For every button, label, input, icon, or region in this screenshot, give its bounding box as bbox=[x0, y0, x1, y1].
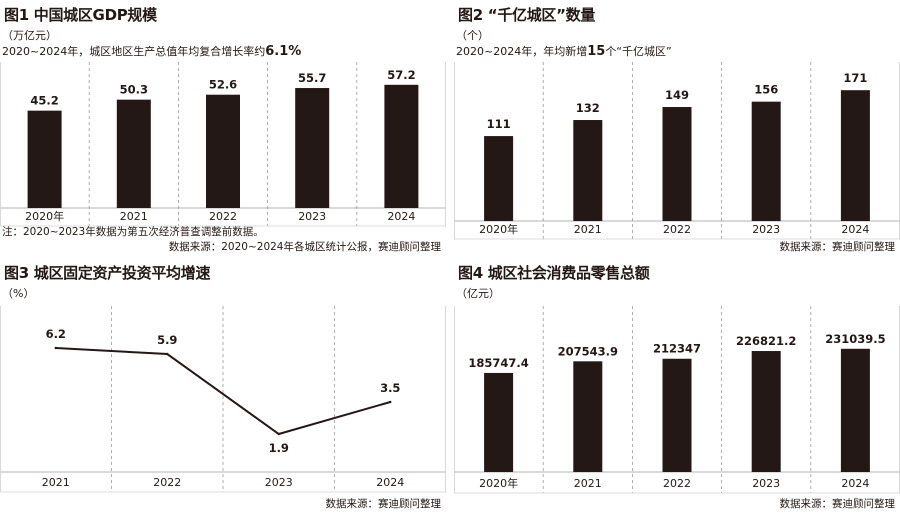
subtitle-text: 2020~2024年，城区地区生产总值年均复合增长率约 bbox=[2, 45, 266, 58]
x-tick-label: 2023 bbox=[752, 477, 780, 490]
chart-subtitle: 2020~2024年，城区地区生产总值年均复合增长率约6.1% bbox=[2, 43, 301, 59]
x-tick-label: 2024 bbox=[376, 476, 404, 489]
subtitle-text: 2020~2024年，年均新增 bbox=[456, 45, 588, 58]
data-label: 226821.2 bbox=[736, 334, 796, 348]
bar bbox=[751, 101, 781, 221]
bar bbox=[573, 361, 603, 472]
data-label: 55.7 bbox=[298, 71, 326, 85]
chart-source: 数据来源：赛迪顾问整理 bbox=[779, 241, 896, 253]
bar bbox=[484, 372, 514, 472]
bar bbox=[662, 107, 692, 221]
chart-panel-gdp: 图1 中国城区GDP规模 （万亿元） 2020~2024年，城区地区生产总值年均… bbox=[0, 0, 446, 257]
data-label: 52.6 bbox=[209, 78, 237, 92]
x-tick-label: 2021 bbox=[574, 223, 602, 236]
chart-source: 数据来源：2020~2024年各城区统计公报，赛迪顾问整理 bbox=[168, 241, 441, 253]
x-tick-label: 2021 bbox=[120, 210, 148, 223]
investment-line-chart: 2021 2022 2023 2024 6.2 5.9 1.9 3.5 bbox=[0, 306, 446, 493]
bar bbox=[116, 99, 151, 208]
data-label: 45.2 bbox=[30, 94, 58, 108]
bar bbox=[484, 136, 514, 221]
subtitle-suffix: 个“千亿城区” bbox=[605, 45, 672, 58]
bar bbox=[662, 358, 692, 472]
data-label: 185747.4 bbox=[468, 356, 528, 370]
subtitle-highlight: 15 bbox=[587, 44, 606, 59]
data-label: 132 bbox=[576, 101, 600, 115]
chart-subtitle: 2020~2024年，年均新增15个“千亿城区” bbox=[456, 43, 672, 59]
x-tick-label: 2022 bbox=[663, 223, 691, 236]
data-label: 50.3 bbox=[120, 83, 148, 97]
x-tick-label: 2022 bbox=[663, 477, 691, 490]
x-tick-label: 2022 bbox=[153, 476, 181, 489]
x-tick-label: 2024 bbox=[841, 223, 869, 236]
retail-bar-chart: 2020年 2021 2022 2023 2024 185747.4 207543.9 212… bbox=[454, 306, 900, 494]
bar bbox=[573, 120, 603, 221]
series-line bbox=[55, 347, 391, 436]
data-label: 3.5 bbox=[380, 381, 400, 395]
bar bbox=[840, 90, 870, 221]
chart-unit: （%） bbox=[2, 287, 35, 300]
data-label: 57.2 bbox=[387, 68, 415, 82]
chart-panel-retail: 图4 城区社会消费品零售总额 （亿元） 2020年 2021 2022 2023 202… bbox=[454, 258, 900, 514]
chart-source: 数据来源：赛迪顾问整理 bbox=[325, 498, 442, 510]
bar bbox=[295, 88, 330, 208]
chart-panel-cities: 图2 “千亿城区”数量 （个） 2020~2024年，年均新增15个“千亿城区”… bbox=[454, 0, 900, 257]
data-label: 212347 bbox=[653, 342, 701, 356]
x-tick-label: 2023 bbox=[298, 210, 326, 223]
chart-unit: （个） bbox=[456, 29, 489, 42]
x-tick-label: 2024 bbox=[387, 210, 415, 223]
chart-unit: （万亿元） bbox=[2, 29, 57, 42]
data-label: 149 bbox=[665, 88, 689, 102]
chart-title: 图2 “千亿城区”数量 bbox=[458, 6, 596, 24]
data-point bbox=[277, 432, 280, 436]
x-tick-label: 2020年 bbox=[25, 209, 64, 223]
gdp-bar-chart: 2020年 2021 2022 2023 2024 45.2 50.3 52.6 55.7 57.… bbox=[0, 62, 446, 227]
data-label: 207543.9 bbox=[558, 344, 618, 358]
chart-title: 图1 中国城区GDP规模 bbox=[4, 6, 157, 24]
bar bbox=[206, 94, 240, 208]
x-tick-label: 2021 bbox=[42, 476, 70, 489]
x-tick-label: 2020年 bbox=[479, 476, 518, 490]
data-point bbox=[389, 400, 392, 404]
chart-note: 注：2020~2023年数据为第五次经济普查调整前数据。 bbox=[2, 226, 264, 238]
x-tick-label: 2021 bbox=[574, 477, 602, 490]
x-tick-label: 2024 bbox=[841, 477, 869, 490]
data-point bbox=[54, 346, 57, 350]
x-tick-label: 2020年 bbox=[479, 222, 518, 236]
data-label: 171 bbox=[843, 71, 867, 85]
x-tick-label: 2023 bbox=[752, 223, 780, 236]
data-label: 231039.5 bbox=[825, 332, 885, 346]
data-label: 6.2 bbox=[46, 327, 66, 341]
data-label: 111 bbox=[487, 117, 511, 131]
chart-title: 图3 城区固定资产投资平均增速 bbox=[4, 264, 211, 282]
bar bbox=[840, 348, 870, 472]
bar bbox=[27, 110, 62, 208]
chart-panel-investment: 图3 城区固定资产投资平均增速 （%） 2021 2022 2023 2024 6.2 5… bbox=[0, 258, 446, 514]
data-label: 1.9 bbox=[269, 441, 289, 455]
chart-unit: （亿元） bbox=[456, 287, 500, 300]
cities-bar-chart: 2020年 2021 2022 2023 2024 111 132 149 156 171 bbox=[454, 62, 900, 240]
data-label: 5.9 bbox=[157, 333, 177, 347]
chart-source: 数据来源：赛迪顾问整理 bbox=[779, 498, 896, 510]
x-tick-label: 2023 bbox=[265, 476, 293, 489]
bar bbox=[751, 351, 781, 472]
data-label: 156 bbox=[754, 83, 778, 97]
data-point bbox=[166, 352, 169, 356]
chart-title: 图4 城区社会消费品零售总额 bbox=[458, 264, 650, 282]
subtitle-highlight: 6.1% bbox=[265, 44, 302, 59]
x-tick-label: 2022 bbox=[209, 210, 237, 223]
bar bbox=[384, 84, 419, 208]
